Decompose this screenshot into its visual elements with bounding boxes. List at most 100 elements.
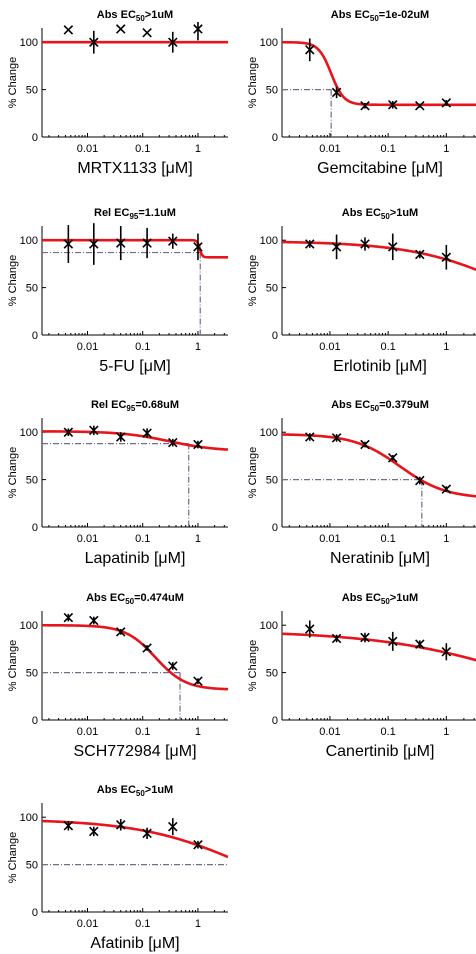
marker-x [305, 45, 315, 55]
chart-title: Abs EC50=0.474uM [86, 592, 184, 606]
y-axis-label: % Change [247, 57, 259, 108]
marker-x [331, 242, 342, 252]
marker-x [142, 238, 152, 248]
marker-x [63, 25, 74, 35]
data-point [193, 439, 203, 450]
data-point [168, 818, 178, 836]
plot-area [282, 38, 476, 137]
data-point [142, 827, 152, 840]
data-point [89, 30, 99, 54]
x-axis-label: Lapatinib [μM] [85, 550, 186, 567]
data-point [387, 453, 398, 463]
y-tick-label: 50 [266, 283, 278, 295]
y-tick-label: 0 [272, 330, 278, 342]
y-axis-label: % Change [247, 447, 259, 498]
data-point [168, 437, 178, 448]
x-axis-label: Erlotinib [μM] [333, 358, 427, 375]
marker-x [89, 425, 99, 436]
y-tick-label: 100 [260, 235, 278, 247]
marker-x [360, 439, 370, 450]
x-tick-label: 0.01 [319, 341, 340, 353]
marker-x [331, 433, 342, 443]
chart-title: Rel EC95=1.1uM [94, 207, 176, 221]
data-point [142, 227, 152, 259]
x-tick-label: 0.1 [135, 143, 150, 155]
y-axis-label: % Change [7, 255, 19, 306]
marker-x [387, 100, 398, 110]
data-point [115, 627, 126, 637]
data-point [441, 643, 452, 661]
marker-x [415, 100, 425, 111]
data-point [193, 233, 203, 261]
y-tick-label: 0 [32, 330, 38, 342]
x-tick-label: 0.1 [135, 341, 150, 353]
y-tick-label: 50 [266, 85, 278, 97]
marker-x [387, 453, 398, 463]
x-tick-label: 0.1 [135, 918, 150, 930]
marker-x [415, 475, 425, 486]
y-tick-label: 100 [20, 812, 38, 824]
plot-area [42, 425, 228, 527]
x-tick-label: 1 [195, 533, 201, 545]
x-tick-label: 1 [195, 341, 201, 353]
chart-panel: Abs EC50=0.379uM 0 50 100 0.01 0.1 1 Neratinib … [247, 399, 476, 567]
y-tick-label: 50 [26, 860, 38, 872]
data-point [331, 633, 342, 644]
data-point [305, 239, 315, 249]
marker-x [168, 821, 178, 832]
data-point [305, 432, 315, 442]
marker-x [360, 100, 370, 111]
marker-x [441, 98, 452, 108]
y-tick-label: 50 [26, 475, 38, 487]
marker-x [89, 826, 99, 837]
marker-x [63, 239, 74, 249]
data-point [193, 676, 203, 686]
data-point [89, 615, 99, 626]
marker-x [441, 252, 452, 263]
plot-area [42, 223, 228, 335]
data-point [89, 425, 99, 436]
marker-x [142, 27, 152, 38]
x-tick-label: 0.01 [319, 726, 340, 738]
y-tick-label: 0 [32, 715, 38, 727]
data-point [331, 433, 342, 443]
x-tick-label: 0.01 [77, 726, 98, 738]
plot-area [282, 620, 476, 662]
marker-x [142, 828, 152, 839]
y-tick-label: 100 [20, 235, 38, 247]
x-tick-label: 1 [195, 918, 201, 930]
x-tick-label: 0.1 [380, 143, 395, 155]
data-point [415, 249, 425, 260]
x-tick-label: 0.1 [380, 533, 395, 545]
y-tick-label: 100 [20, 620, 38, 632]
data-point [360, 100, 370, 111]
chart-panel: Abs EC50=0.474uM 0 50 100 0.01 0.1 1 SCH772984 … [7, 592, 228, 760]
y-tick-label: 50 [266, 475, 278, 487]
chart-panel: Abs EC50>1uM 0 50 100 0.01 0.1 1 Canertinib [μM… [247, 592, 476, 760]
marker-x [89, 615, 99, 626]
y-tick-label: 0 [272, 715, 278, 727]
chart-panel: Rel EC95=0.68uM 0 50 100 0.01 0.1 1 Lapatinib [… [7, 399, 228, 567]
y-tick-label: 50 [26, 283, 38, 295]
marker-x [63, 427, 74, 437]
marker-x [89, 239, 99, 249]
y-axis-label: % Change [7, 57, 19, 108]
data-point [115, 226, 126, 261]
marker-x [193, 439, 203, 450]
data-point [441, 244, 452, 270]
chart-title: Abs EC50>1uM [97, 9, 173, 23]
data-point [360, 439, 370, 450]
x-tick-label: 0.01 [77, 533, 98, 545]
marker-x [89, 37, 99, 47]
marker-x [168, 661, 178, 671]
marker-x [441, 646, 452, 657]
marker-x [360, 632, 370, 643]
y-tick-label: 100 [260, 427, 278, 439]
marker-x [305, 239, 315, 249]
marker-x [193, 242, 203, 252]
x-axis-label: 5-FU [μM] [99, 358, 170, 375]
chart-title: Abs EC50=1e-02uM [331, 9, 429, 23]
chart-title: Abs EC50>1uM [342, 592, 418, 606]
marker-x [63, 612, 74, 623]
data-point [142, 27, 152, 38]
